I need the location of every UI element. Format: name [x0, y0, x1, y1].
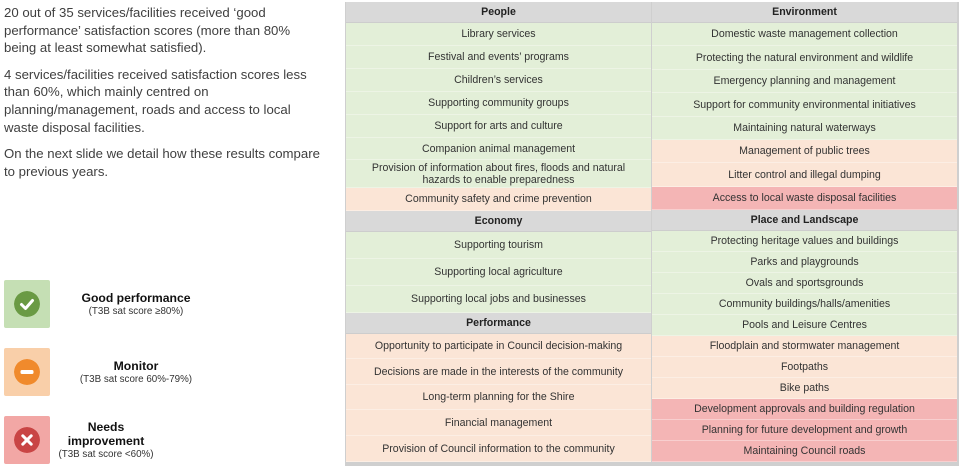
economy-item: Supporting local agriculture	[346, 259, 651, 286]
legend-sub: (T3B sat score 60%-79%)	[79, 373, 193, 385]
performance-item: Long-term planning for the Shire	[346, 385, 651, 410]
results-panel: People Library services Festival and even…	[345, 2, 959, 466]
section-header-people: People	[346, 2, 651, 23]
environment-item: Support for community environmental init…	[652, 93, 957, 117]
check-circle-icon	[14, 291, 40, 317]
legend-monitor: Monitor (T3B sat score 60%-79%)	[4, 348, 332, 396]
intro-paragraph-2: 4 services/facilities received satisfact…	[4, 66, 307, 135]
environment-item: Protecting the natural environment and w…	[652, 46, 957, 70]
section-header-economy: Economy	[346, 211, 651, 232]
place-item: Floodplain and stormwater management	[652, 336, 957, 357]
right-column: Environment Domestic waste management co…	[652, 2, 957, 462]
economy-item: Supporting tourism	[346, 232, 651, 259]
performance-item: Decisions are made in the interests of t…	[346, 359, 651, 385]
place-item: Parks and playgrounds	[652, 252, 957, 273]
legend-label: Monitor	[113, 358, 159, 373]
people-list: Library services Festival and events’ pro…	[346, 23, 651, 211]
people-item: Companion animal management	[346, 138, 651, 160]
place-item: Development approvals and building regul…	[652, 399, 957, 420]
performance-item: Provision of Council information to the …	[346, 436, 651, 462]
place-landscape-list: Protecting heritage values and buildings…	[652, 231, 957, 462]
performance-item: Opportunity to participate in Council de…	[346, 334, 651, 359]
people-item: Community safety and crime prevention	[346, 188, 651, 211]
legend-good-performance: Good performance (T3B sat score ≥80%)	[4, 280, 332, 328]
environment-item: Litter control and illegal dumping	[652, 163, 957, 187]
place-item: Bike paths	[652, 378, 957, 399]
environment-item: Access to local waste disposal facilitie…	[652, 187, 957, 210]
environment-item: Emergency planning and management	[652, 70, 957, 93]
place-item: Community buildings/halls/amenities	[652, 294, 957, 315]
people-item: Supporting community groups	[346, 92, 651, 115]
intro-text: 20 out of 35 services/facilities receive…	[4, 4, 322, 189]
legend-sub: (T3B sat score ≥80%)	[88, 305, 184, 317]
environment-item: Management of public trees	[652, 140, 957, 163]
environment-list: Domestic waste management collection Prot…	[652, 23, 957, 210]
legend-label: Needs improvement	[67, 419, 145, 448]
economy-list: Supporting tourism Supporting local agric…	[346, 232, 651, 313]
section-header-place-landscape: Place and Landscape	[652, 210, 957, 231]
intro-paragraph-3: On the next slide we detail how these re…	[4, 146, 320, 179]
people-item: Provision of information about fires, fl…	[346, 160, 651, 188]
legend-swatch-monitor	[4, 348, 50, 396]
place-item: Protecting heritage values and buildings	[652, 231, 957, 252]
minus-circle-icon	[14, 359, 40, 385]
environment-item: Maintaining natural waterways	[652, 117, 957, 140]
place-item: Maintaining Council roads	[652, 441, 957, 462]
left-column: People Library services Festival and even…	[346, 2, 651, 462]
performance-item: Financial management	[346, 410, 651, 436]
performance-list: Opportunity to participate in Council de…	[346, 334, 651, 462]
place-item: Footpaths	[652, 357, 957, 378]
legend-label: Good performance	[81, 290, 191, 305]
people-item: Festival and events’ programs	[346, 46, 651, 69]
place-item: Pools and Leisure Centres	[652, 315, 957, 336]
legend-sub: (T3B sat score <60%)	[58, 448, 154, 460]
x-circle-icon	[14, 427, 40, 453]
legend-swatch-good	[4, 280, 50, 328]
environment-item: Domestic waste management collection	[652, 23, 957, 46]
legend-swatch-needs	[4, 416, 50, 464]
section-header-environment: Environment	[652, 2, 957, 23]
intro-paragraph-1: 20 out of 35 services/facilities receive…	[4, 5, 291, 56]
section-header-performance: Performance	[346, 313, 651, 334]
people-item: Support for arts and culture	[346, 115, 651, 138]
place-item: Ovals and sportsgrounds	[652, 273, 957, 294]
economy-item: Supporting local jobs and businesses	[346, 286, 651, 313]
people-item: Library services	[346, 23, 651, 46]
people-item: Children’s services	[346, 69, 651, 92]
legend-needs-improvement: Needs improvement (T3B sat score <60%)	[4, 416, 332, 464]
place-item: Planning for future development and grow…	[652, 420, 957, 441]
